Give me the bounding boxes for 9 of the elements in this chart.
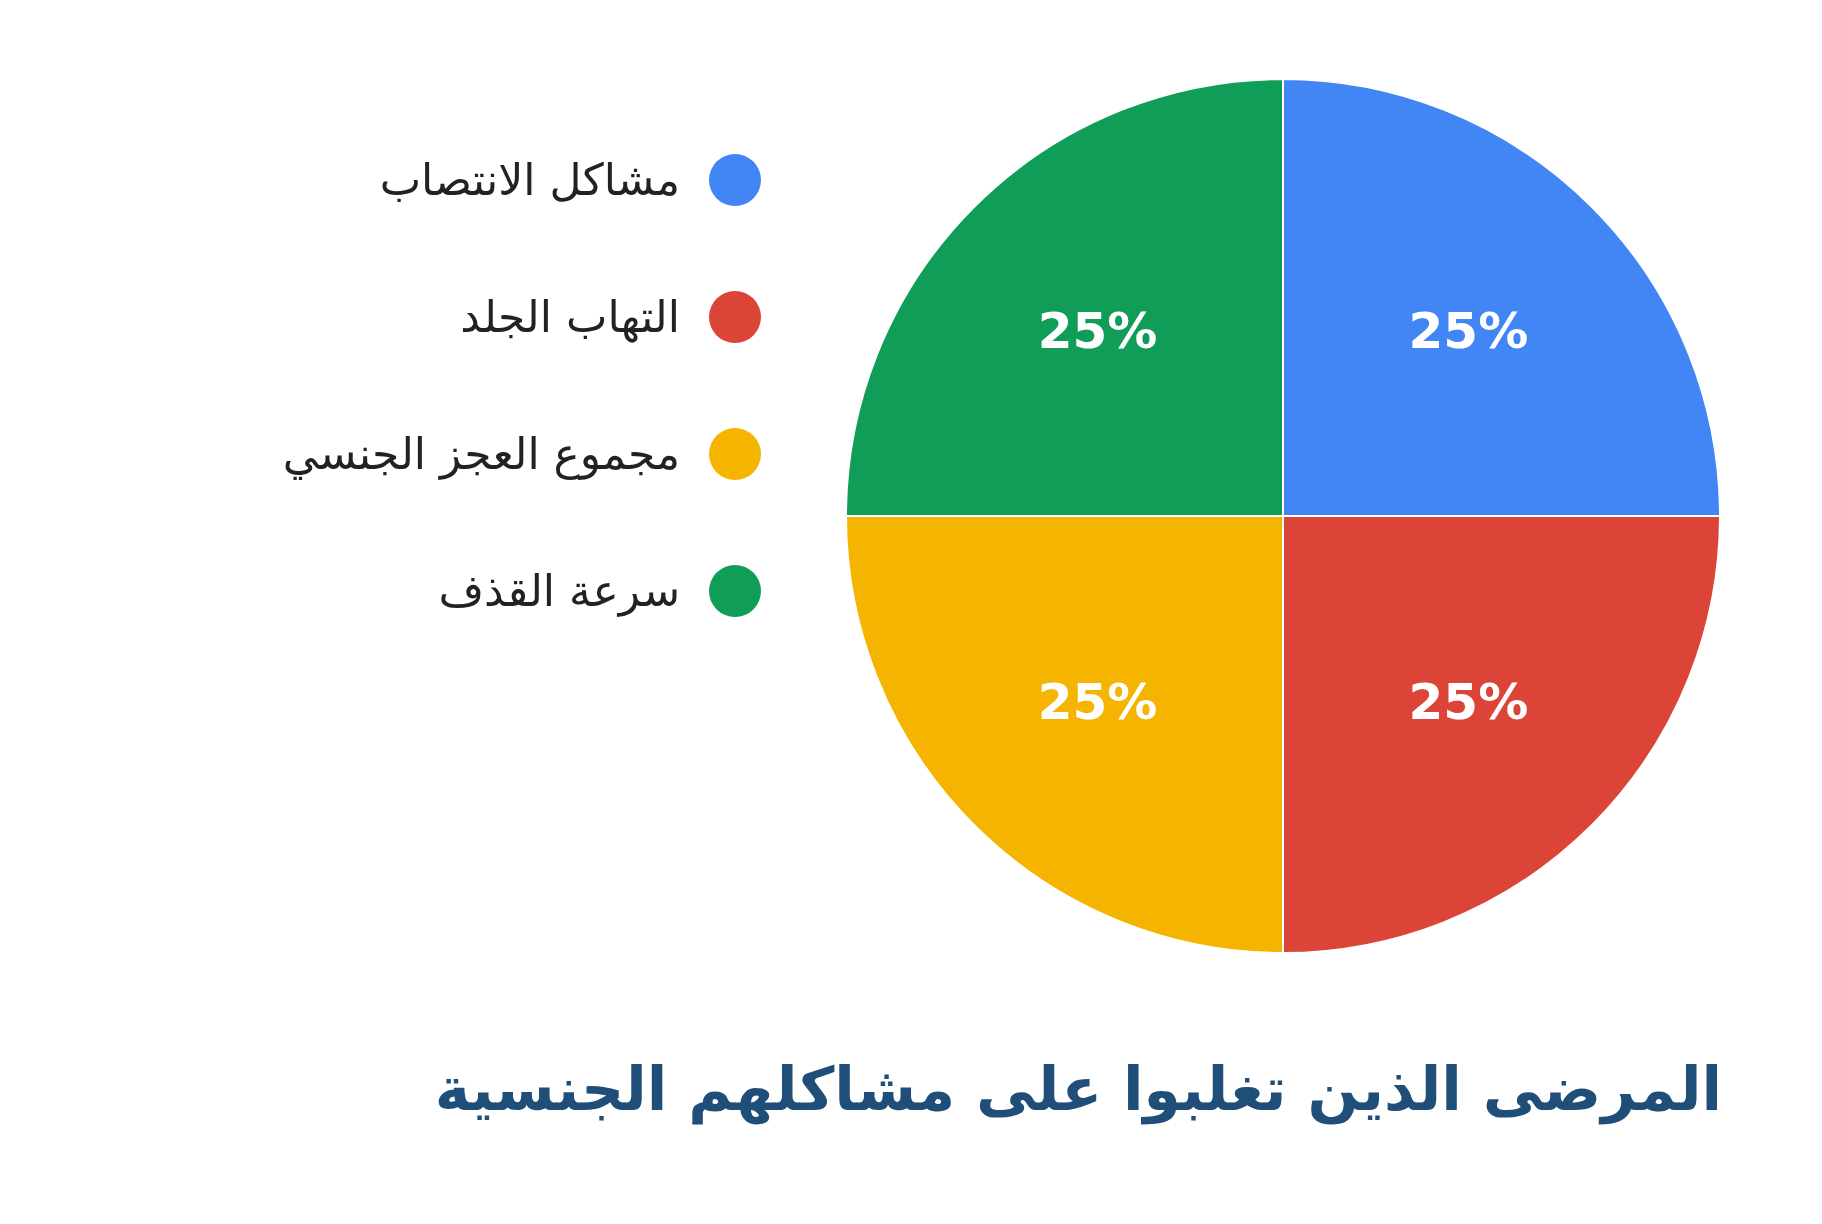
data-label: 25%: [1037, 672, 1158, 731]
legend-label: التهاب الجلد: [460, 291, 680, 344]
text: المرضى الذين تغلبوا على مشاكلهم الجنسية: [434, 1054, 1722, 1125]
data-label: 25%: [1408, 672, 1529, 731]
legend-label: مشاكل الانتصاب: [379, 154, 680, 206]
data-label: 25%: [1408, 302, 1529, 361]
legend-label: مجموع العجز الجنسي: [282, 428, 680, 481]
data-label: 25%: [1037, 302, 1158, 361]
legend-label: سرعة القذف: [438, 565, 680, 618]
